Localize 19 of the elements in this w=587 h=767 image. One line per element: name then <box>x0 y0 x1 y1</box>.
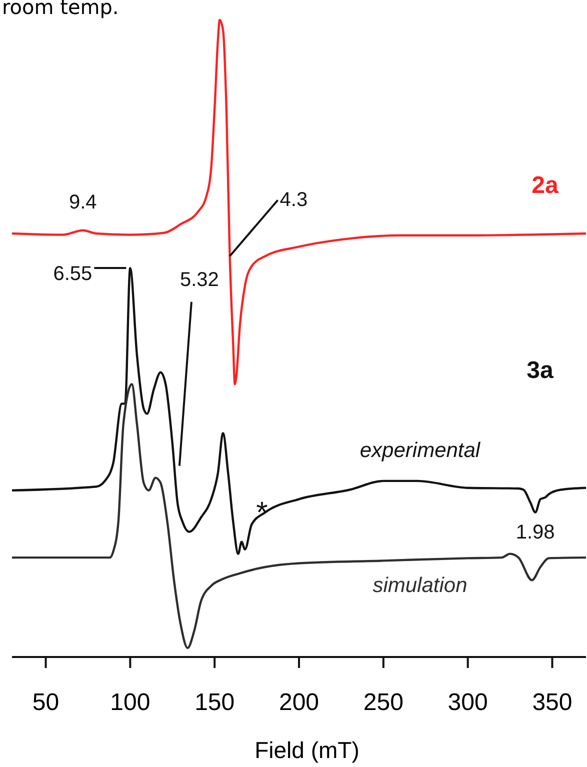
x-axis-title: Field (mT) <box>254 737 360 763</box>
annotation: 1.98 <box>516 521 555 544</box>
annotation: 9.4 <box>69 191 97 214</box>
x-tick-label: 300 <box>448 689 488 716</box>
series-label: simulation <box>372 574 468 597</box>
x-tick-label: 250 <box>363 689 404 716</box>
series-label: 2a <box>532 172 559 199</box>
annotation: * <box>256 496 268 530</box>
annotation: 6.55 <box>53 263 92 286</box>
annotation: 4.3 <box>280 189 308 212</box>
x-tick-label: 100 <box>110 689 150 716</box>
x-tick-label: 200 <box>278 689 320 716</box>
x-tick-label: 150 <box>194 689 235 716</box>
annotation: 5.32 <box>180 268 219 291</box>
series-label: experimental <box>360 439 482 462</box>
x-tick-label: 350 <box>532 689 572 716</box>
x-tick-label: 50 <box>32 689 60 716</box>
annotation: 3a <box>526 357 554 384</box>
chart-title: room temp. <box>2 0 119 19</box>
